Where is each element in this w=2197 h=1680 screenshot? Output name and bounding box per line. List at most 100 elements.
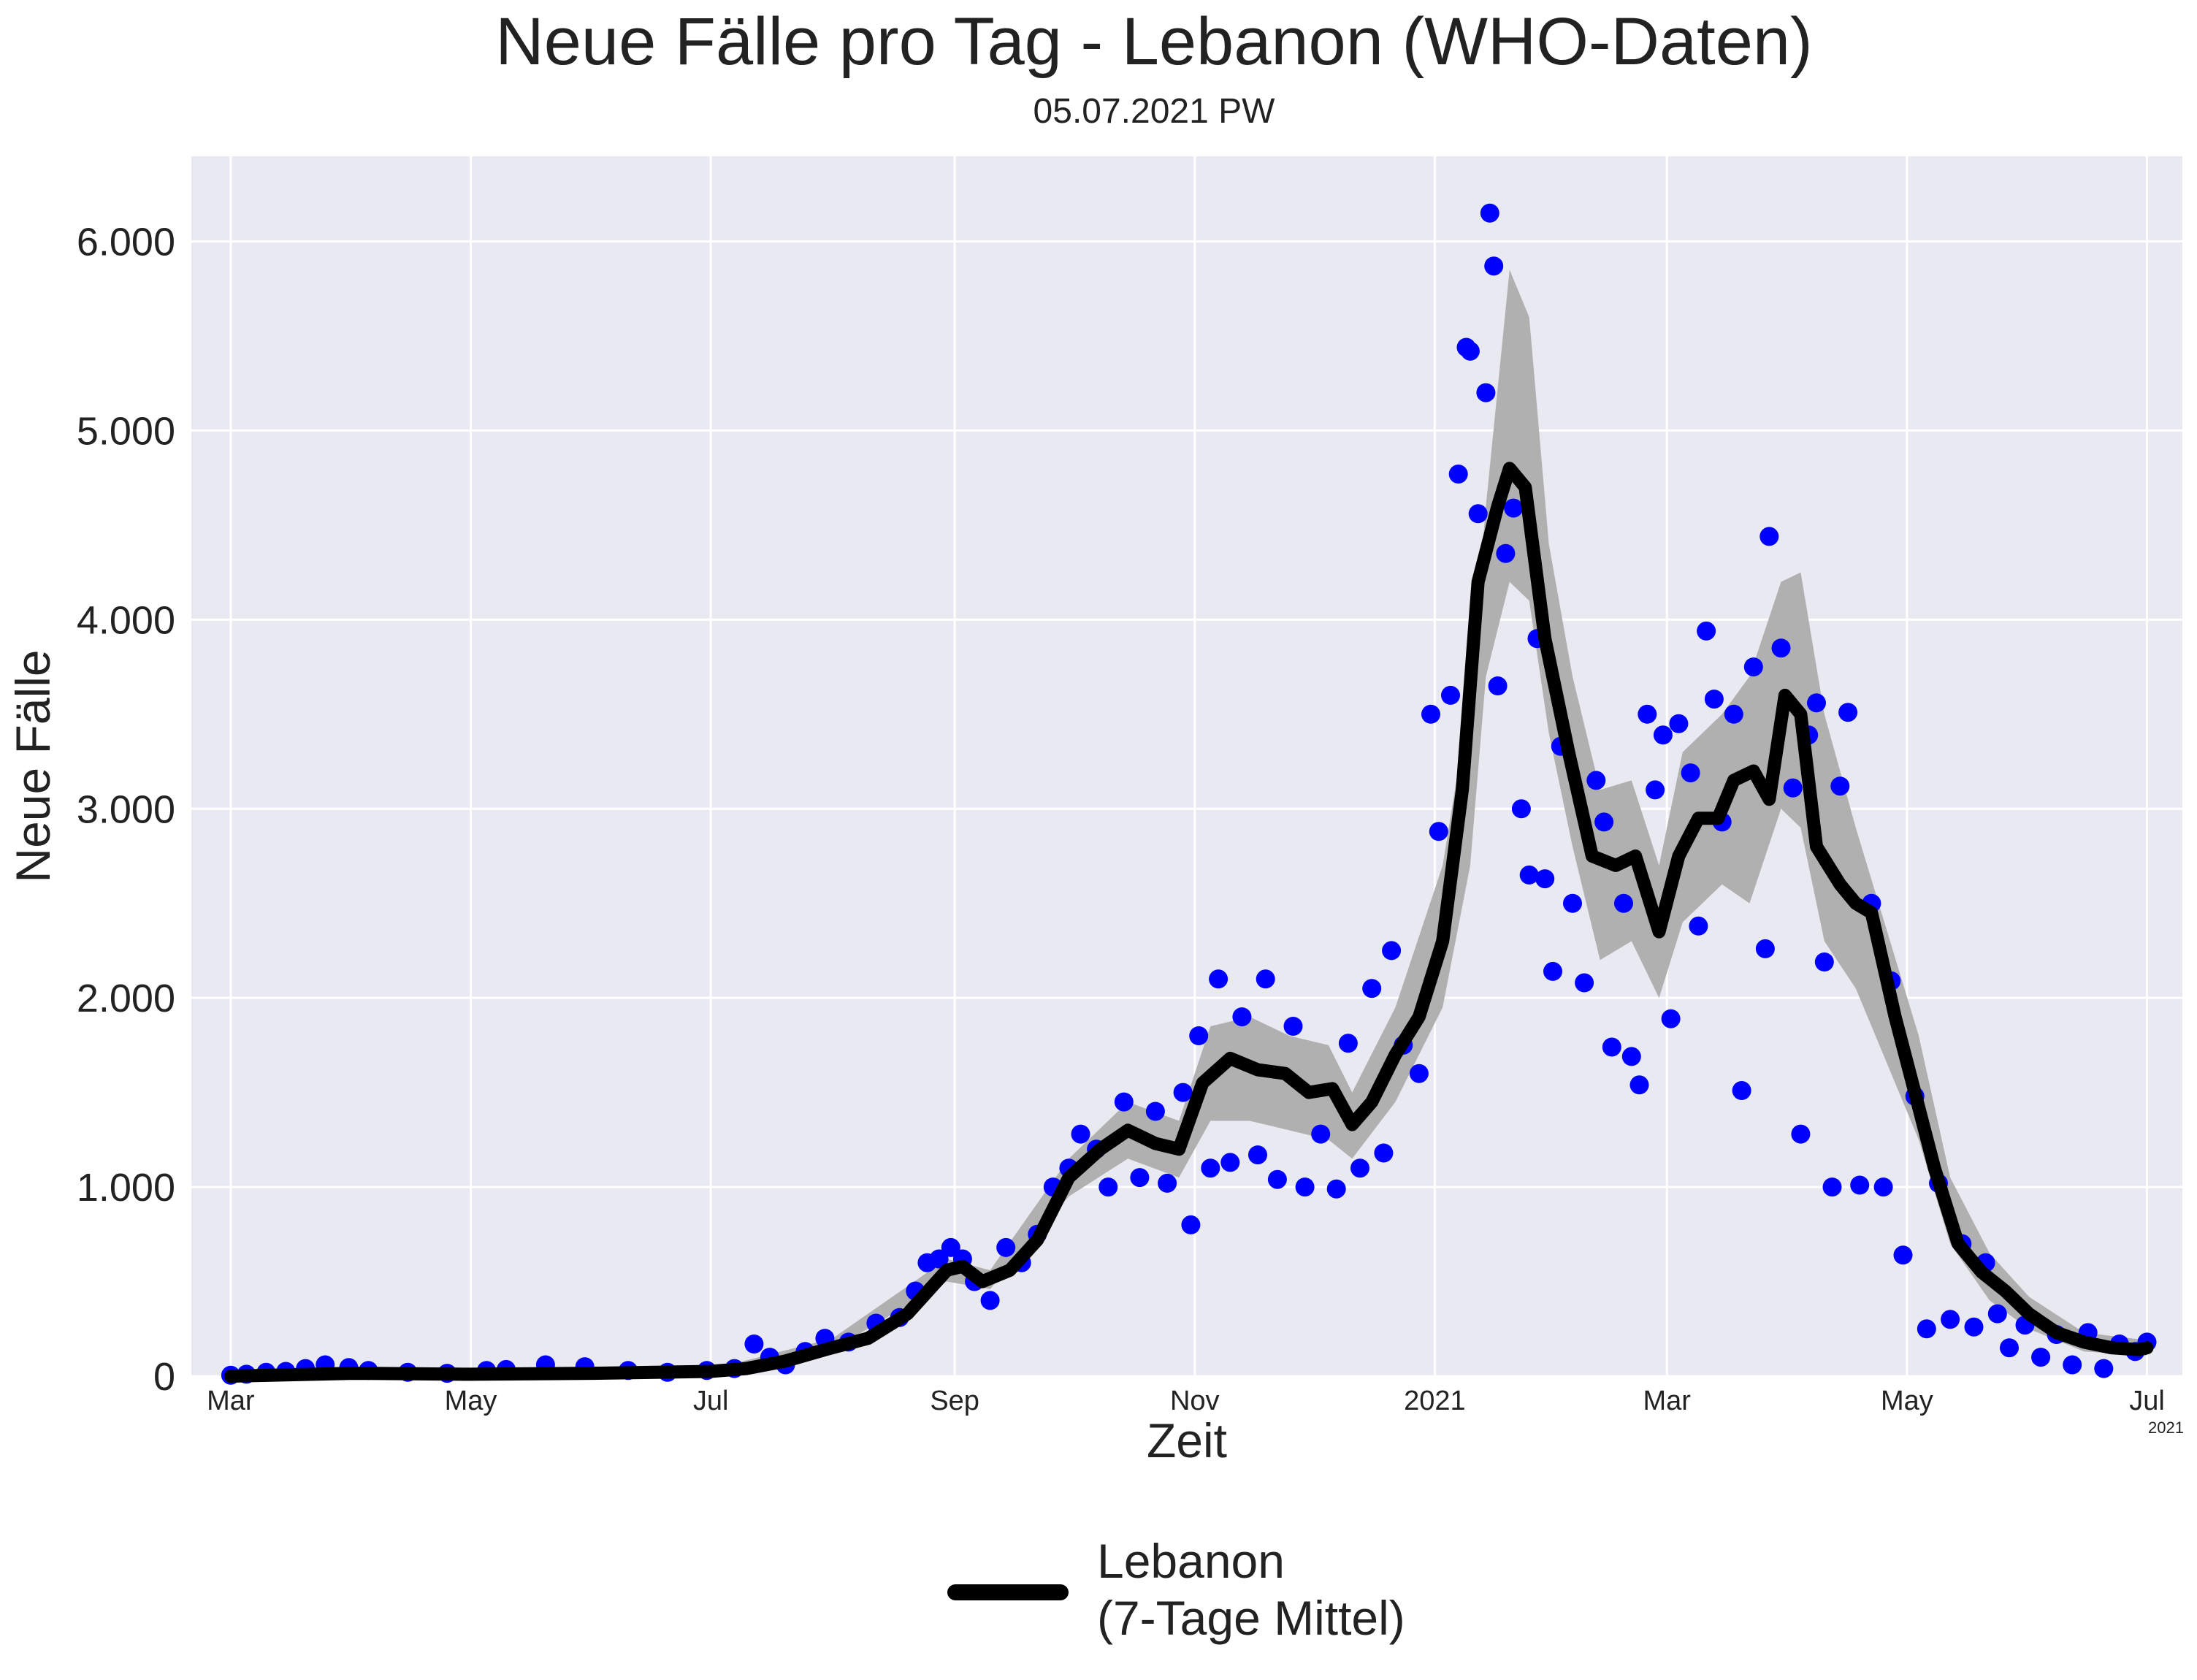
x-tick-label: Jul — [693, 1386, 729, 1416]
daily-case-point — [1814, 952, 1834, 971]
confidence-band-layer — [230, 270, 2147, 1376]
daily-case-point — [1653, 725, 1673, 745]
daily-case-point — [1535, 869, 1555, 889]
daily-case-point — [1519, 865, 1539, 885]
daily-case-point — [1822, 1177, 1842, 1197]
x-tick-label: Jul — [2129, 1386, 2165, 1416]
daily-case-point — [1114, 1092, 1134, 1112]
daily-case-point — [1460, 341, 1480, 361]
daily-case-point — [1732, 1081, 1751, 1100]
daily-case-point — [1209, 969, 1229, 989]
daily-case-point — [1638, 704, 1657, 724]
y-tick-label: 5.000 — [77, 409, 175, 453]
daily-case-point — [1511, 799, 1531, 819]
daily-case-point — [941, 1237, 960, 1257]
daily-case-point — [1893, 1245, 1913, 1265]
daily-case-point — [1220, 1153, 1240, 1172]
chart-subtitle: 05.07.2021 PW — [1033, 92, 1276, 131]
daily-case-point — [1697, 621, 1716, 641]
daily-case-point — [1594, 812, 1614, 832]
y-tick-label: 4.000 — [77, 598, 175, 642]
daily-case-point — [1771, 638, 1791, 658]
y-tick-label: 1.000 — [77, 1166, 175, 1210]
daily-case-point — [1448, 465, 1468, 484]
daily-case-point — [1488, 676, 1508, 695]
daily-case-point — [1441, 685, 1460, 705]
seven-day-average-layer — [223, 462, 2154, 1383]
plot-area — [191, 156, 2182, 1376]
x-tick-label: May — [445, 1386, 497, 1416]
daily-case-point — [1374, 1143, 1394, 1163]
seven-day-average-line — [223, 462, 2154, 1383]
daily-case-point — [1646, 780, 1665, 800]
daily-case-point — [1130, 1168, 1150, 1188]
daily-case-point — [1326, 1179, 1346, 1199]
daily-case-point — [1755, 939, 1775, 958]
legend-label-line: (7-Tage Mittel) — [1097, 1591, 1405, 1645]
daily-case-point — [2094, 1359, 2114, 1378]
daily-case-point — [1964, 1317, 1984, 1337]
daily-case-point — [1382, 941, 1402, 961]
daily-case-point — [1987, 1304, 2007, 1324]
daily-case-point — [1830, 776, 1850, 796]
daily-case-point — [1669, 714, 1689, 733]
x-axis-offset-label: 2021 — [2148, 1419, 2184, 1437]
daily-case-point — [929, 1249, 949, 1269]
daily-case-point — [1256, 969, 1275, 989]
daily-case-point — [1173, 1083, 1193, 1102]
daily-case-point — [1295, 1177, 1315, 1197]
daily-case-point — [744, 1335, 764, 1353]
x-tick-label: Sep — [930, 1386, 979, 1416]
daily-case-point — [1602, 1037, 1621, 1057]
legend-label: Lebanon (7-Tage Mittel) — [1097, 1534, 1405, 1645]
daily-case-point — [1661, 1009, 1681, 1028]
daily-case-point — [1311, 1124, 1331, 1144]
y-tick-label: 0 — [153, 1355, 175, 1399]
daily-case-point — [1071, 1124, 1090, 1144]
daily-case-point — [1783, 778, 1803, 798]
daily-case-point — [1362, 979, 1382, 999]
daily-case-point — [1838, 703, 1858, 722]
daily-case-point — [2000, 1338, 2019, 1358]
daily-case-point — [1575, 973, 1594, 993]
daily-case-point — [1807, 693, 1826, 713]
daily-case-point — [1158, 1173, 1177, 1193]
x-tick-label: Mar — [1643, 1386, 1692, 1416]
daily-case-point — [1873, 1177, 1893, 1197]
daily-case-point — [1421, 704, 1440, 724]
daily-case-point — [1283, 1017, 1303, 1036]
legend: Lebanon (7-Tage Mittel) — [947, 1534, 1405, 1645]
daily-case-point — [1145, 1101, 1165, 1121]
x-tick-label: May — [1881, 1386, 1933, 1416]
daily-case-point — [1201, 1158, 1220, 1178]
y-tick-label: 2.000 — [77, 977, 175, 1020]
daily-case-point — [980, 1291, 1000, 1310]
daily-case-point — [2063, 1355, 2082, 1375]
daily-case-point — [1350, 1158, 1369, 1178]
daily-case-point — [1338, 1034, 1358, 1053]
daily-case-point — [1586, 771, 1606, 790]
y-tick-label: 6.000 — [77, 221, 175, 264]
x-tick-labels: Mar May Jul Sep Nov 2021 Mar May Jul — [207, 1386, 2165, 1416]
daily-case-point — [1496, 543, 1516, 563]
x-tick-label: Mar — [207, 1386, 255, 1416]
daily-case-point — [1704, 690, 1724, 709]
grid-lines — [191, 156, 2182, 1378]
daily-case-point — [1681, 763, 1700, 783]
daily-case-point — [1791, 1124, 1811, 1144]
confidence-band — [230, 270, 2147, 1376]
daily-case-point — [996, 1237, 1016, 1257]
daily-case-point — [1429, 822, 1448, 841]
y-tick-label: 3.000 — [77, 787, 175, 831]
y-tick-labels: 0 1.000 2.000 3.000 4.000 5.000 6.000 — [77, 221, 175, 1399]
x-axis-label: Zeit — [1147, 1413, 1227, 1467]
daily-case-point — [1476, 383, 1496, 402]
daily-case-point — [1543, 961, 1562, 981]
daily-case-point — [1563, 893, 1582, 913]
daily-case-point — [1614, 893, 1633, 913]
x-tick-label: 2021 — [1404, 1386, 1466, 1416]
x-tick-label: Nov — [1170, 1386, 1220, 1416]
daily-case-point — [1724, 704, 1743, 724]
